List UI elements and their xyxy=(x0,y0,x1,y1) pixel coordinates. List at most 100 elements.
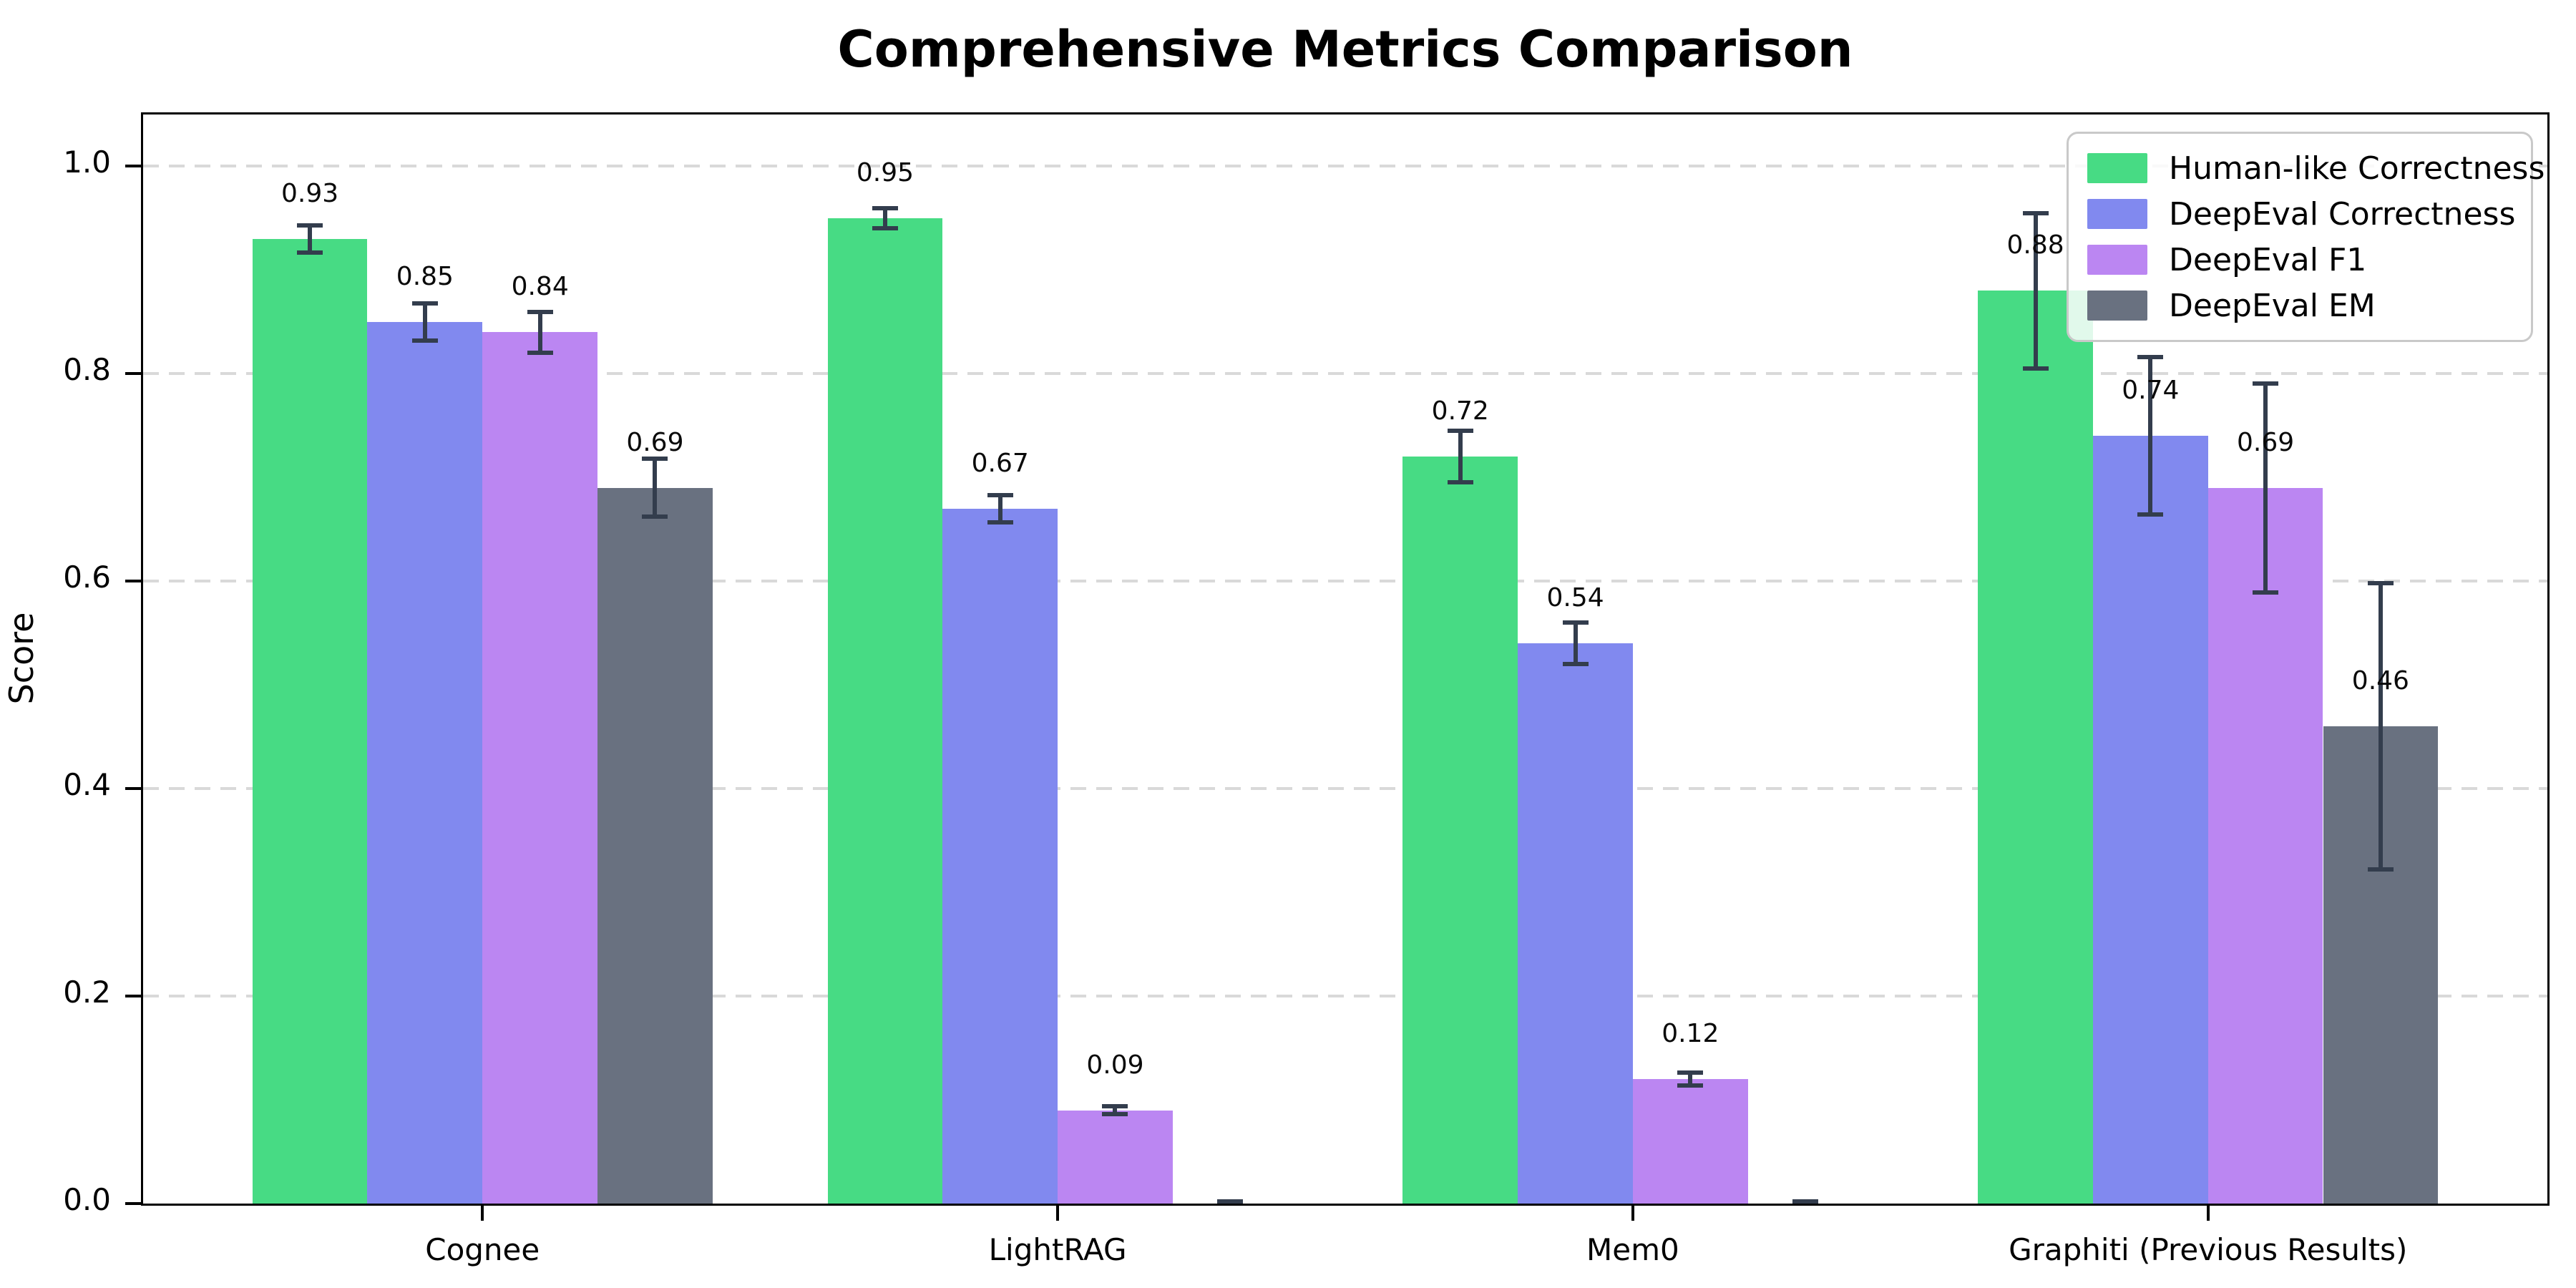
error-bar-line xyxy=(653,457,658,519)
error-bar-cap-bottom xyxy=(1447,480,1473,485)
error-bar-cap-top xyxy=(872,205,898,210)
y-tick-label: 0.6 xyxy=(63,560,111,595)
bar-value-label: 0.12 xyxy=(1662,1019,1719,1049)
x-tick-label: Graphiti (Previous Results) xyxy=(2009,1232,2408,1267)
plot-inner: 0.0 0.2 0.4 0.6 0.8 1.0 Cognee 0.93 0.85 0.84 0.69… xyxy=(63,114,2547,1267)
error-bar-line xyxy=(2378,581,2383,872)
error-bar-cap-bottom xyxy=(297,250,323,255)
legend-swatch xyxy=(2087,199,2147,229)
gridline xyxy=(143,165,2547,168)
error-bar-cap-top xyxy=(987,493,1013,498)
bar xyxy=(827,218,943,1204)
error-bar-cap-top xyxy=(642,457,668,462)
error-bar-cap-top xyxy=(2253,381,2279,386)
error-bar xyxy=(1102,1103,1128,1117)
legend-label: Human-like Correctness xyxy=(2169,150,2545,187)
error-bar-cap-bottom xyxy=(1562,662,1589,667)
chart-title: Comprehensive Metrics Comparison xyxy=(837,20,1853,79)
error-bar-cap-top xyxy=(411,301,438,306)
legend-swatch xyxy=(2087,153,2147,183)
legend-item: DeepEval EM xyxy=(2087,283,2512,328)
legend-label: DeepEval Correctness xyxy=(2169,195,2516,233)
y-axis-tick xyxy=(125,995,143,998)
error-bar-line xyxy=(308,223,313,255)
error-bar xyxy=(1447,429,1473,485)
error-bar-line xyxy=(882,205,887,231)
bar xyxy=(367,321,483,1204)
error-bar-cap-top xyxy=(2137,355,2164,360)
error-bar xyxy=(1217,1199,1244,1204)
error-bar xyxy=(987,493,1013,525)
error-bar-line xyxy=(1113,1103,1118,1117)
bar xyxy=(2092,436,2208,1204)
y-tick-label: 0.2 xyxy=(63,975,111,1010)
y-axis-tick xyxy=(125,372,143,376)
error-bar-cap-top xyxy=(2022,210,2049,215)
legend-label: DeepEval F1 xyxy=(2169,241,2367,278)
x-axis-tick xyxy=(1056,1204,1060,1221)
error-bar-cap-top xyxy=(1447,429,1473,434)
error-bar-line xyxy=(997,493,1002,525)
bar-value-label: 0.67 xyxy=(971,448,1029,478)
error-bar-line xyxy=(1573,620,1578,667)
bar xyxy=(1518,643,1633,1204)
error-bar-cap-top xyxy=(1562,620,1589,625)
legend-swatch xyxy=(2087,291,2147,321)
y-axis-label: Score xyxy=(2,612,41,705)
error-bar-line xyxy=(2263,381,2268,595)
error-bar-cap-bottom xyxy=(872,226,898,231)
legend-item: Human-like Correctness xyxy=(2087,145,2545,191)
y-axis-tick xyxy=(125,580,143,583)
y-axis-tick xyxy=(125,1202,143,1205)
gridline xyxy=(143,995,2547,998)
error-bar-cap-top xyxy=(297,223,323,228)
bar-value-label: 0.69 xyxy=(2237,427,2295,457)
legend-swatch xyxy=(2087,245,2147,275)
bar-value-label: 0.74 xyxy=(2122,376,2180,406)
bar-value-label: 0.88 xyxy=(2006,230,2064,260)
error-bar-cap-top xyxy=(527,309,553,314)
error-bar xyxy=(1792,1199,1819,1204)
bar-value-label: 0.85 xyxy=(396,261,454,291)
error-bar-line xyxy=(2148,355,2153,517)
bar xyxy=(597,487,713,1204)
error-bar-cap-bottom xyxy=(987,519,1013,525)
bar-value-label: 0.09 xyxy=(1086,1050,1144,1080)
y-axis-tick xyxy=(125,165,143,168)
bar xyxy=(252,238,368,1204)
error-bar-line xyxy=(422,301,427,343)
error-bar-cap-bottom xyxy=(2367,867,2394,872)
bar-value-label: 0.54 xyxy=(1546,583,1604,613)
gridline xyxy=(143,372,2547,376)
error-bar-cap-bottom xyxy=(411,338,438,343)
error-bar-cap-top xyxy=(1792,1199,1819,1204)
gridline xyxy=(143,580,2547,583)
error-bar xyxy=(2253,381,2279,595)
error-bar xyxy=(2367,581,2394,872)
error-bar-line xyxy=(2033,210,2038,371)
error-bar-cap-bottom xyxy=(1677,1083,1704,1088)
bar xyxy=(1058,1110,1173,1204)
legend-item: DeepEval Correctness xyxy=(2087,191,2516,237)
error-bar xyxy=(1677,1070,1704,1088)
x-axis-tick xyxy=(481,1204,484,1221)
error-bar-line xyxy=(537,309,542,356)
bar xyxy=(942,508,1058,1204)
bar-value-label: 0.72 xyxy=(1431,396,1489,426)
y-tick-label: 0.8 xyxy=(63,352,111,388)
bar-value-label: 0.46 xyxy=(2351,666,2409,696)
bar xyxy=(1402,457,1518,1204)
error-bar xyxy=(2022,210,2049,371)
bar-value-label: 0.93 xyxy=(281,178,339,208)
bar xyxy=(1978,291,2093,1204)
error-bar-cap-top xyxy=(1217,1199,1244,1204)
bar-value-label: 0.84 xyxy=(511,272,569,302)
x-tick-label: LightRAG xyxy=(988,1232,1127,1267)
error-bar-cap-top xyxy=(1102,1103,1128,1108)
bar xyxy=(2207,487,2323,1204)
error-bar xyxy=(2137,355,2164,517)
error-bar-cap-bottom xyxy=(642,514,668,519)
y-axis-tick xyxy=(125,787,143,791)
error-bar xyxy=(642,457,668,519)
